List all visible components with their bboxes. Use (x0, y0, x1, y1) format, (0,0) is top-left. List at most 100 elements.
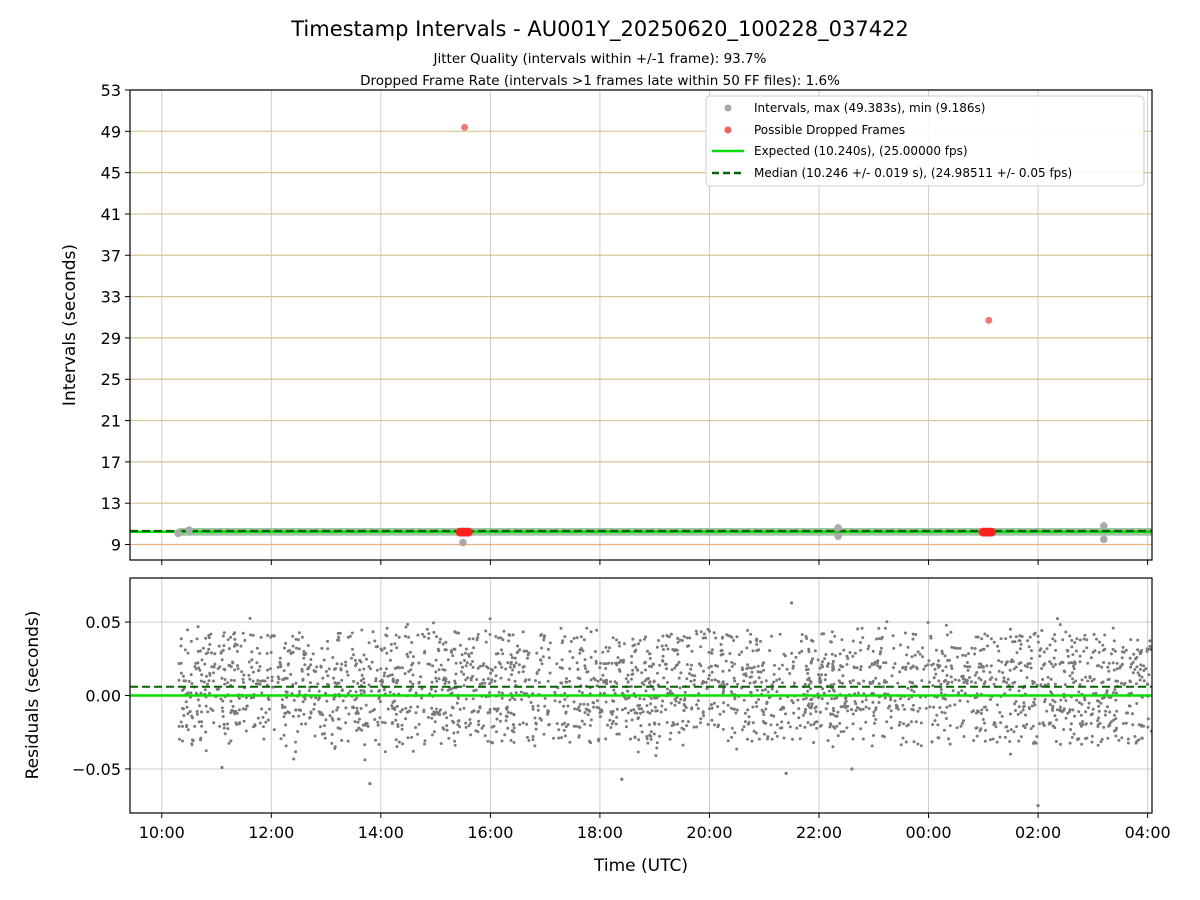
residual-point (910, 688, 913, 692)
residual-point (318, 725, 322, 729)
residual-point (189, 691, 193, 695)
residual-point (576, 668, 580, 671)
residual-point (251, 633, 255, 637)
residual-point (813, 720, 817, 724)
residual-point (1102, 725, 1106, 729)
residual-point (560, 723, 564, 726)
residual-point (578, 702, 582, 706)
intervals-y-tick-label: 25 (101, 370, 121, 389)
residual-point (322, 732, 326, 736)
residual-point (245, 704, 249, 708)
residual-point (445, 724, 449, 728)
residual-point (804, 634, 808, 638)
residual-point (848, 680, 852, 683)
residual-point (193, 665, 197, 669)
residual-point (408, 680, 412, 684)
residual-point (599, 661, 602, 665)
residual-point (494, 674, 498, 678)
residual-point (695, 632, 699, 636)
x-tick-label: 22:00 (796, 823, 842, 842)
residual-point (983, 739, 987, 743)
residual-point (533, 744, 537, 748)
residual-point (308, 716, 312, 719)
residual-point (1078, 722, 1082, 726)
residual-point (226, 727, 230, 731)
residual-point (569, 640, 573, 643)
intervals-y-tick-label: 21 (101, 412, 121, 431)
residual-point (832, 709, 836, 713)
residual-point (471, 665, 475, 669)
residual-point (626, 673, 630, 677)
residual-point (1023, 664, 1027, 668)
residual-point (1107, 661, 1111, 665)
residual-point (296, 730, 300, 733)
residual-point (1019, 642, 1023, 646)
residual-point (877, 626, 881, 630)
residual-point (182, 714, 186, 717)
residual-point (898, 697, 902, 701)
residual-point (500, 691, 504, 695)
residual-point (1115, 726, 1118, 730)
residual-point (440, 688, 444, 692)
residual-point (362, 653, 366, 657)
residual-point (1042, 663, 1046, 667)
residual-point (831, 745, 835, 749)
x-tick-label: 04:00 (1125, 823, 1171, 842)
residual-point (523, 679, 527, 683)
residual-point (209, 632, 213, 636)
residual-point (742, 698, 746, 702)
residual-point (810, 697, 814, 701)
residual-point (356, 711, 360, 715)
residuals-marks (130, 601, 1152, 808)
residual-point (1006, 677, 1010, 681)
residual-point (417, 680, 421, 684)
residual-point (537, 681, 541, 684)
residual-point (853, 700, 857, 703)
residual-point (423, 739, 427, 743)
residual-point (326, 647, 330, 651)
residual-point (761, 720, 765, 723)
residual-point (1091, 650, 1095, 654)
residual-point (464, 678, 468, 682)
residual-point (451, 654, 455, 658)
residual-point (604, 662, 608, 666)
residual-point (824, 653, 828, 656)
residual-point (677, 701, 681, 705)
residual-point (231, 661, 235, 665)
residual-point (1080, 742, 1084, 746)
residual-point (982, 647, 986, 651)
chart-subtitle-1: Jitter Quality (intervals within +/-1 fr… (433, 51, 767, 67)
residual-point (438, 713, 442, 717)
residual-point (746, 708, 750, 712)
residual-point (244, 729, 248, 733)
residual-point (893, 699, 897, 703)
residual-point (906, 645, 910, 649)
residual-point (404, 717, 408, 721)
residual-point (626, 711, 630, 715)
residual-point (307, 665, 311, 669)
residual-point (341, 699, 345, 703)
residual-point (231, 704, 235, 708)
residual-point (269, 651, 273, 654)
residual-point (391, 679, 395, 682)
residual-point (489, 671, 493, 675)
residual-point (676, 663, 679, 667)
residual-point (786, 721, 790, 725)
residual-point (500, 648, 503, 652)
residual-point (1071, 677, 1074, 681)
residual-point (615, 682, 619, 685)
residual-point (1120, 656, 1124, 660)
residual-point (1134, 741, 1138, 745)
residual-point (962, 735, 966, 738)
residual-point (250, 658, 254, 662)
residual-point (1128, 680, 1132, 684)
residual-point (593, 678, 597, 682)
residual-point (610, 661, 614, 665)
residual-point (1006, 729, 1010, 733)
residual-point (624, 677, 628, 681)
residual-point (1089, 656, 1093, 660)
residual-point (732, 662, 736, 666)
residual-point (222, 631, 226, 635)
residual-point (979, 678, 983, 682)
residual-point (664, 644, 668, 647)
